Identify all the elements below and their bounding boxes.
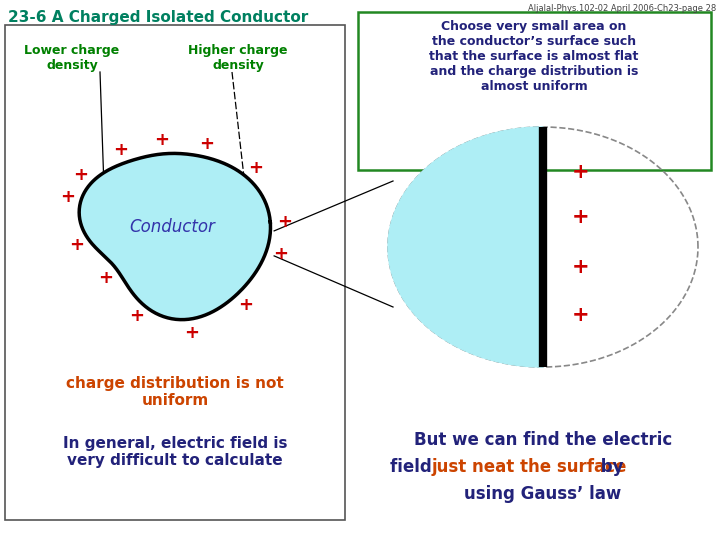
Text: +: + — [572, 257, 590, 277]
Text: charge distribution is not
uniform: charge distribution is not uniform — [66, 376, 284, 408]
Text: +: + — [155, 131, 169, 149]
Text: +: + — [60, 188, 75, 206]
Text: +: + — [69, 236, 84, 254]
Text: +: + — [199, 135, 215, 153]
Text: Conductor: Conductor — [129, 218, 215, 236]
Text: Choose very small area on
the conductor’s surface such
that the surface is almos: Choose very small area on the conductor’… — [429, 20, 639, 93]
Text: +: + — [276, 213, 292, 231]
Text: +: + — [99, 269, 113, 287]
Text: +: + — [248, 159, 264, 177]
Text: +: + — [572, 305, 590, 325]
Text: +: + — [273, 245, 288, 262]
Text: using Gauss’ law: using Gauss’ law — [464, 485, 621, 503]
Text: But we can find the electric: But we can find the electric — [414, 431, 672, 449]
Text: +: + — [238, 296, 253, 314]
Text: In general, electric field is
very difficult to calculate: In general, electric field is very diffi… — [63, 436, 287, 468]
Text: 23-6 A Charged Isolated Conductor: 23-6 A Charged Isolated Conductor — [8, 10, 308, 25]
Text: +: + — [73, 166, 88, 184]
Text: Lower charge
density: Lower charge density — [24, 44, 120, 72]
Text: Higher charge
density: Higher charge density — [188, 44, 288, 72]
Polygon shape — [79, 153, 271, 320]
Text: Aljalal-Phys.102-02 April 2006-Ch23-page 28: Aljalal-Phys.102-02 April 2006-Ch23-page… — [528, 4, 716, 13]
Text: +: + — [572, 162, 590, 182]
Text: +: + — [572, 207, 590, 227]
Text: +: + — [113, 141, 128, 159]
Polygon shape — [388, 127, 543, 367]
Text: +: + — [130, 307, 145, 325]
Text: just neat the surface: just neat the surface — [432, 458, 627, 476]
Bar — [358, 12, 711, 170]
Text: field: field — [390, 458, 438, 476]
Text: +: + — [184, 324, 199, 342]
Text: by: by — [595, 458, 624, 476]
Bar — [5, 25, 345, 520]
